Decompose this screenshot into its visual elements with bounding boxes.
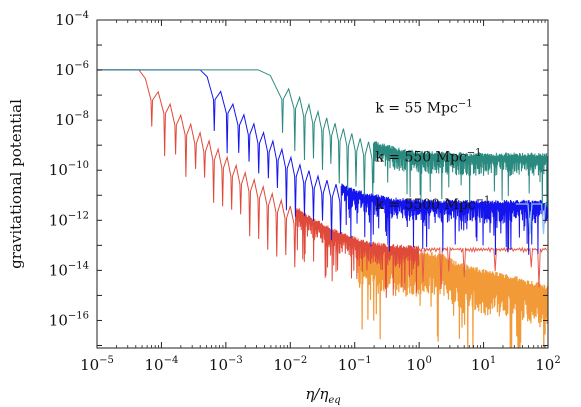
series-line-orange bbox=[357, 244, 548, 348]
x-tick-label: 10−5 bbox=[80, 355, 114, 374]
series-line-teal bbox=[97, 69, 548, 208]
tick-labels: 10−5 10−4 10−3 10−2 10−1 100 101 102 10−16 10−14 1… bbox=[49, 10, 561, 374]
x-tick-label: 100 bbox=[406, 355, 431, 374]
x-tick-label: 10−4 bbox=[145, 355, 179, 374]
series-annotation: k = 5500 Mpc−1 bbox=[375, 195, 490, 213]
series-annotation: k = 550 Mpc−1 bbox=[375, 147, 481, 165]
series-line-red-late bbox=[418, 246, 548, 290]
y-axis-label: gravitational potential bbox=[7, 99, 25, 269]
y-tick-label: 10−16 bbox=[49, 310, 89, 329]
series-line-red bbox=[97, 69, 420, 298]
x-tick-label: 102 bbox=[535, 355, 560, 374]
series-line-blue bbox=[97, 69, 548, 255]
x-tick-label: 10−3 bbox=[209, 355, 243, 374]
x-tick-label: 101 bbox=[471, 355, 496, 374]
series-line-blue-late bbox=[515, 203, 548, 235]
x-tick-label: 10−2 bbox=[273, 355, 307, 374]
x-axis-label: η/ηeq bbox=[305, 385, 340, 406]
y-tick-label: 10−4 bbox=[55, 10, 89, 29]
y-tick-label: 10−14 bbox=[49, 260, 89, 279]
y-tick-label: 10−8 bbox=[55, 110, 89, 129]
series-annotation: k = 55 Mpc−1 bbox=[375, 99, 472, 117]
series-layer bbox=[97, 69, 548, 348]
y-tick-label: 10−12 bbox=[49, 210, 89, 229]
plot-frame bbox=[96, 19, 549, 349]
annotations: k = 55 Mpc−1 k = 550 Mpc−1 k = 5500 Mpc−1 bbox=[375, 99, 490, 213]
y-tick-label: 10−10 bbox=[49, 160, 89, 179]
ticks-layer bbox=[96, 19, 549, 348]
x-tick-label: 10−1 bbox=[338, 355, 372, 374]
y-tick-label: 10−6 bbox=[55, 60, 89, 79]
